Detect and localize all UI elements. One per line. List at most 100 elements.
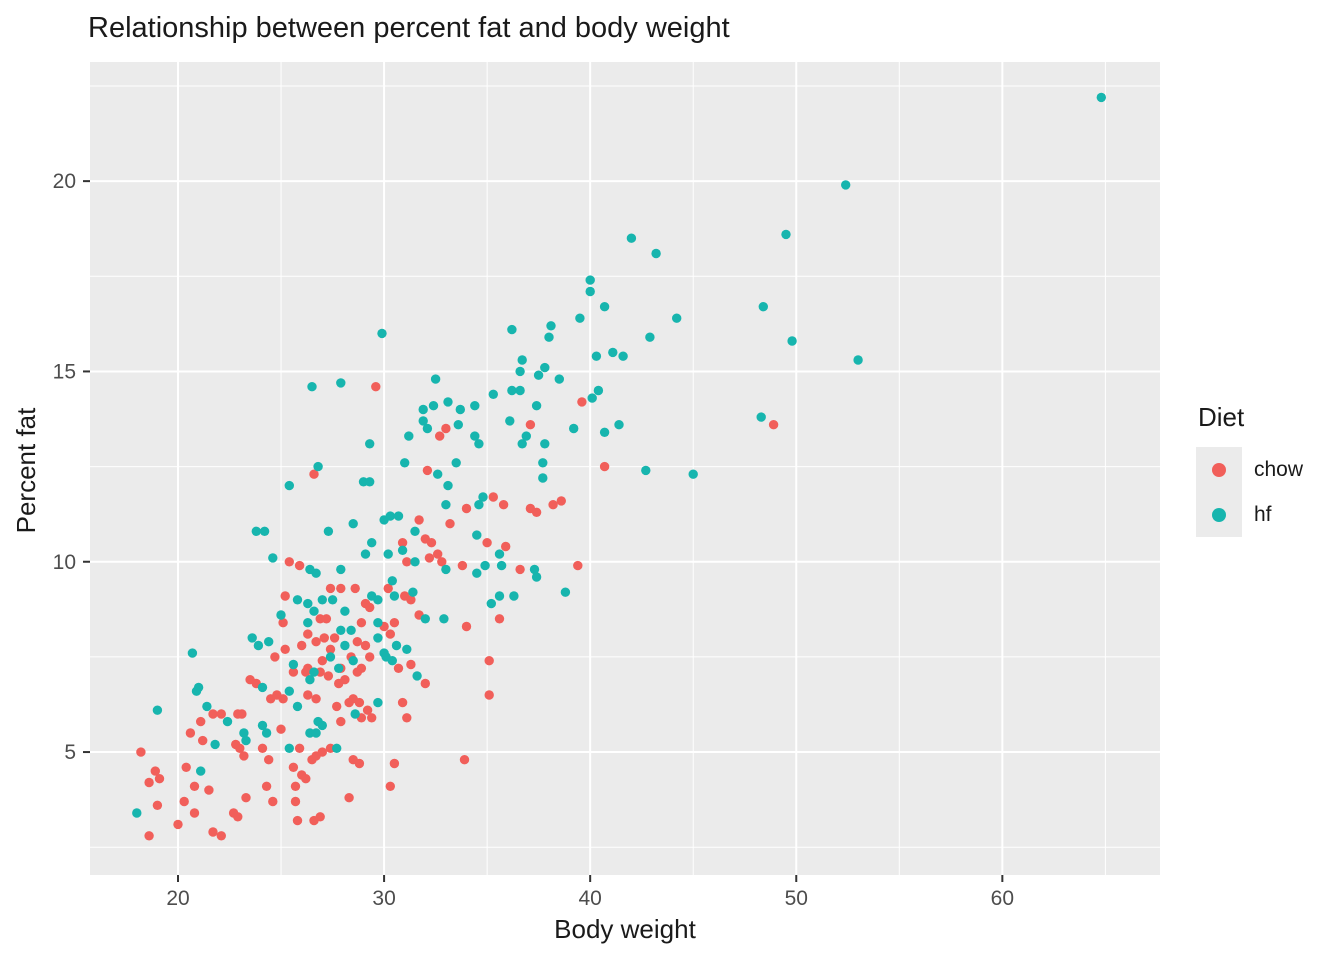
data-point xyxy=(307,382,317,392)
data-point xyxy=(531,507,542,517)
data-point xyxy=(781,229,791,240)
data-point xyxy=(525,420,536,430)
data-point xyxy=(560,587,571,597)
data-point xyxy=(507,385,517,396)
data-point xyxy=(327,595,338,605)
data-point xyxy=(498,500,509,510)
data-point xyxy=(210,739,220,750)
data-point xyxy=(414,515,424,525)
data-point xyxy=(756,412,766,422)
data-point xyxy=(430,374,441,384)
data-point xyxy=(515,366,525,377)
data-point xyxy=(350,709,360,719)
data-point xyxy=(303,598,313,609)
data-point xyxy=(556,496,566,506)
data-point xyxy=(247,633,257,643)
data-point xyxy=(373,595,383,605)
data-point xyxy=(208,827,218,837)
data-point xyxy=(402,644,412,654)
data-point xyxy=(371,382,381,392)
data-point xyxy=(474,500,484,510)
data-point xyxy=(641,465,651,476)
data-point xyxy=(204,785,214,795)
data-point xyxy=(488,389,498,399)
data-point xyxy=(340,606,350,616)
data-point xyxy=(587,393,597,403)
data-point xyxy=(317,720,327,731)
data-point xyxy=(189,808,200,818)
data-point xyxy=(311,728,321,738)
x-tick-label: 50 xyxy=(785,887,808,910)
data-point xyxy=(365,602,375,613)
data-point xyxy=(344,793,354,803)
data-point xyxy=(276,610,286,620)
data-point xyxy=(385,511,395,521)
data-point xyxy=(538,473,548,483)
data-point xyxy=(433,549,443,559)
legend-key xyxy=(1196,447,1242,492)
data-point xyxy=(365,652,375,662)
data-point xyxy=(257,682,268,693)
data-point xyxy=(179,796,189,807)
data-point xyxy=(352,637,362,647)
data-point xyxy=(284,557,294,567)
data-point xyxy=(360,549,371,559)
data-point xyxy=(599,427,610,437)
data-point xyxy=(585,275,595,285)
data-point xyxy=(554,374,564,384)
data-point xyxy=(521,431,531,441)
legend-entry-hf: hf xyxy=(1196,492,1303,537)
data-point xyxy=(420,678,430,689)
data-point xyxy=(626,233,637,243)
data-point xyxy=(544,332,554,342)
x-tick-label: 40 xyxy=(578,887,601,910)
data-point xyxy=(288,659,299,670)
data-point xyxy=(424,553,435,563)
data-point xyxy=(445,519,455,529)
data-point xyxy=(354,697,365,708)
data-point xyxy=(196,766,206,776)
data-point xyxy=(484,656,494,666)
data-point xyxy=(261,728,272,738)
data-point xyxy=(181,762,191,772)
data-point xyxy=(410,557,420,567)
data-point xyxy=(385,781,395,791)
data-point xyxy=(412,671,422,681)
data-point xyxy=(290,796,301,807)
data-point xyxy=(768,420,779,430)
data-point xyxy=(365,439,375,449)
data-point xyxy=(651,248,661,259)
data-point xyxy=(645,332,655,342)
data-point xyxy=(311,694,321,704)
data-point xyxy=(484,690,494,700)
data-point xyxy=(422,423,433,434)
data-point xyxy=(599,461,610,472)
data-point xyxy=(288,667,299,677)
data-point xyxy=(309,469,319,479)
data-point xyxy=(261,781,272,791)
legend-label-hf: hf xyxy=(1254,502,1272,526)
data-point xyxy=(280,591,290,601)
data-point xyxy=(317,595,327,605)
data-point xyxy=(257,743,268,753)
data-point xyxy=(336,625,346,635)
data-point xyxy=(418,416,428,426)
data-point xyxy=(383,549,393,559)
data-point xyxy=(237,709,247,719)
data-point xyxy=(406,595,416,605)
data-point xyxy=(387,576,397,586)
data-point xyxy=(474,439,484,449)
data-point xyxy=(303,618,313,628)
data-point xyxy=(385,629,395,639)
data-point xyxy=(688,469,698,479)
data-point xyxy=(377,328,387,339)
data-point xyxy=(284,686,294,696)
data-point xyxy=(303,690,313,700)
y-tick-label: 15 xyxy=(53,360,76,383)
data-point xyxy=(443,480,453,491)
data-point xyxy=(332,743,342,753)
data-point xyxy=(173,819,183,830)
data-point xyxy=(391,640,402,651)
data-point xyxy=(292,595,303,605)
data-point xyxy=(758,302,768,312)
